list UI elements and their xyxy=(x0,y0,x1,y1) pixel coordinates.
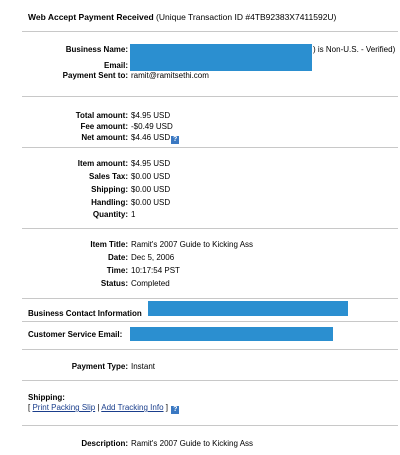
bracket-open: [ xyxy=(28,403,31,412)
shipping-amount-value: $0.00 USD xyxy=(131,185,171,194)
net-row: Net amount: $4.46 USD? xyxy=(0,133,400,144)
business-name-label: Business Name: xyxy=(65,45,128,54)
date-value: Dec 5, 2006 xyxy=(131,253,175,262)
status-row: Status: Completed xyxy=(0,279,400,289)
separator xyxy=(22,380,398,381)
link-divider: | xyxy=(97,403,100,412)
quantity-label: Quantity: xyxy=(92,210,128,219)
sent-to-row: Payment Sent to: ramit@ramitsethi.com xyxy=(0,71,400,81)
quantity-row: Quantity: 1 xyxy=(0,210,400,220)
date-label: Date: xyxy=(107,253,128,262)
date-row: Date: Dec 5, 2006 xyxy=(0,253,400,263)
bracket-close: ] xyxy=(165,403,168,412)
sent-to-value: ramit@ramitsethi.com xyxy=(131,71,209,80)
sales-tax-label: Sales Tax: xyxy=(89,172,128,181)
total-value: $4.95 USD xyxy=(131,111,171,120)
business-status: ) is Non-U.S. - Verified) xyxy=(313,45,396,54)
add-tracking-info-link[interactable]: Add Tracking Info xyxy=(101,403,164,412)
separator xyxy=(22,96,398,97)
item-title-label: Item Title: xyxy=(90,240,128,249)
payment-type-value: Instant xyxy=(131,362,156,371)
email-label: Email: xyxy=(103,61,128,70)
page-title: Web Accept Payment Received (Unique Tran… xyxy=(28,12,336,22)
total-row: Total amount: $4.95 USD xyxy=(0,111,400,121)
email-row: Email: xyxy=(0,61,400,71)
customer-service-row: Customer Service Email: xyxy=(0,330,400,340)
shipping-amount-label: Shipping: xyxy=(91,185,128,194)
shipping-section-label: Shipping: xyxy=(28,393,65,402)
shipping-links: [ Print Packing Slip | Add Tracking Info… xyxy=(28,403,180,414)
separator xyxy=(22,321,398,322)
shipping-amount-row: Shipping: $0.00 USD xyxy=(0,185,400,195)
help-icon[interactable]: ? xyxy=(171,406,180,414)
net-label: Net amount: xyxy=(81,133,128,142)
redacted-customer-service-email xyxy=(130,327,333,341)
redacted-business-contact xyxy=(148,301,348,316)
separator xyxy=(22,298,398,299)
quantity-value: 1 xyxy=(131,210,136,219)
item-amount-label: Item amount: xyxy=(77,159,128,168)
transaction-title: Web Accept Payment Received xyxy=(28,12,154,22)
payment-type-row: Payment Type: Instant xyxy=(0,362,400,372)
sales-tax-value: $0.00 USD xyxy=(131,172,171,181)
print-packing-slip-link[interactable]: Print Packing Slip xyxy=(32,403,96,412)
description-label: Description: xyxy=(81,439,128,448)
description-value: Ramit's 2007 Guide to Kicking Ass xyxy=(131,439,254,448)
payment-type-label: Payment Type: xyxy=(71,362,128,371)
separator xyxy=(22,31,398,32)
total-label: Total amount: xyxy=(75,111,128,120)
separator xyxy=(22,147,398,148)
handling-label: Handling: xyxy=(91,198,128,207)
fee-value: -$0.49 USD xyxy=(131,122,173,131)
time-label: Time: xyxy=(106,266,128,275)
business-contact-row: Business Contact Information xyxy=(0,309,400,319)
sent-to-label: Payment Sent to: xyxy=(62,71,128,80)
net-value: $4.46 USD xyxy=(131,133,171,142)
shipping-section-row: Shipping: xyxy=(0,393,400,403)
item-title-value: Ramit's 2007 Guide to Kicking Ass xyxy=(131,240,254,249)
fee-row: Fee amount: -$0.49 USD xyxy=(0,122,400,132)
handling-value: $0.00 USD xyxy=(131,198,171,207)
time-row: Time: 10:17:54 PST xyxy=(0,266,400,276)
item-amount-row: Item amount: $4.95 USD xyxy=(0,159,400,169)
status-label: Status: xyxy=(100,279,128,288)
item-amount-value: $4.95 USD xyxy=(131,159,171,168)
separator xyxy=(22,349,398,350)
transaction-id: (Unique Transaction ID #4TB92383X7411592… xyxy=(156,12,337,22)
status-value: Completed xyxy=(131,279,170,288)
separator xyxy=(22,425,398,426)
handling-row: Handling: $0.00 USD xyxy=(0,198,400,208)
net-value-wrap: $4.46 USD? xyxy=(131,133,180,144)
time-value: 10:17:54 PST xyxy=(131,266,180,275)
description-row: Description: Ramit's 2007 Guide to Kicki… xyxy=(0,439,400,449)
separator xyxy=(22,228,398,229)
item-title-row: Item Title: Ramit's 2007 Guide to Kickin… xyxy=(0,240,400,250)
business-name-row: Business Name: ) is Non-U.S. - Verified) xyxy=(0,45,400,55)
help-icon[interactable]: ? xyxy=(171,136,180,144)
shipping-links-row: [ Print Packing Slip | Add Tracking Info… xyxy=(0,403,400,414)
fee-label: Fee amount: xyxy=(80,122,128,131)
customer-service-label: Customer Service Email: xyxy=(28,330,123,339)
sales-tax-row: Sales Tax: $0.00 USD xyxy=(0,172,400,182)
redacted-business-info xyxy=(130,44,312,71)
business-contact-label: Business Contact Information xyxy=(28,309,142,318)
